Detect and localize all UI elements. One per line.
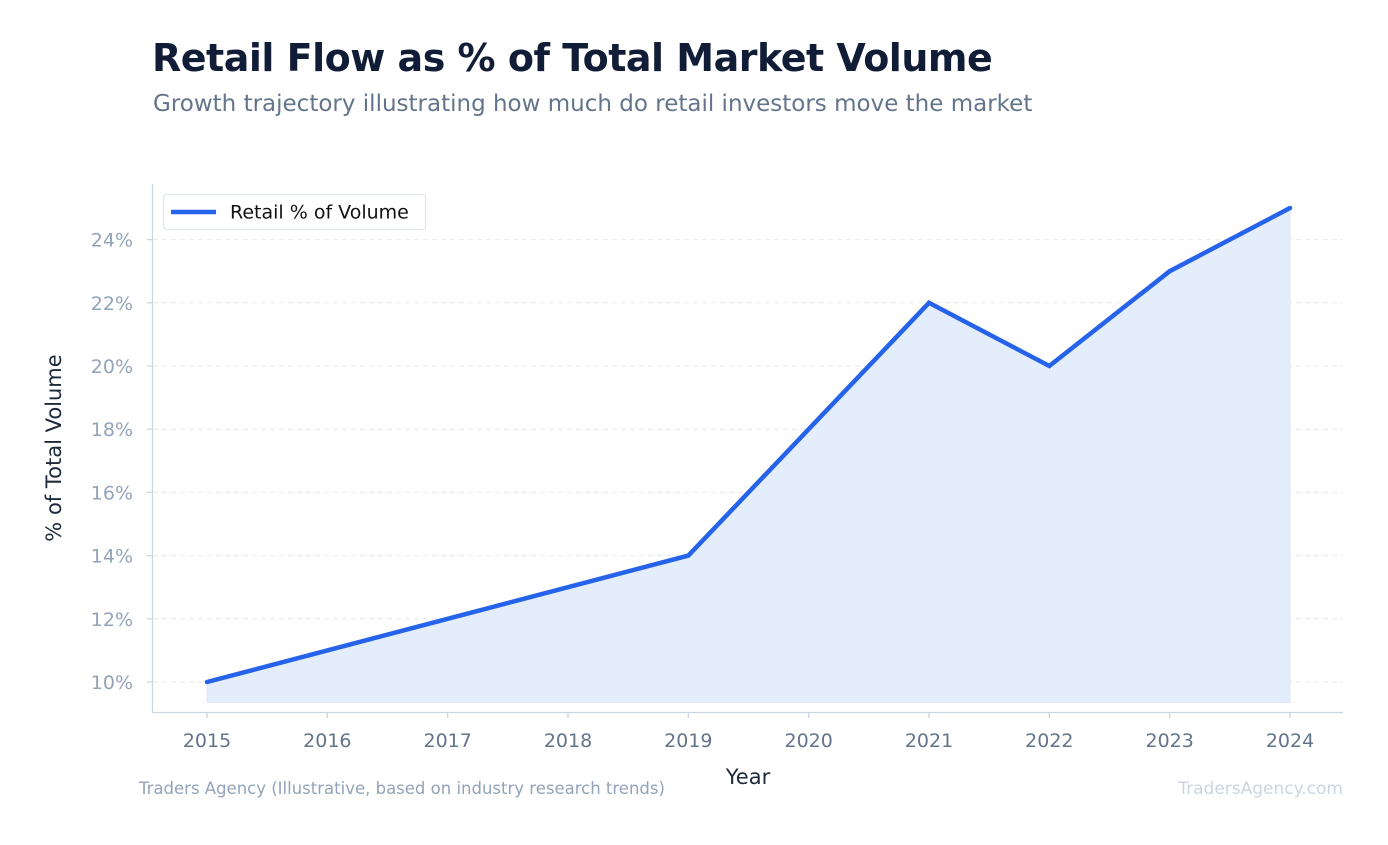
x-tick-label: 2016 — [303, 730, 351, 752]
x-tick-label: 2022 — [1025, 730, 1073, 752]
y-tick-label: 18% — [91, 419, 133, 441]
axes — [151, 184, 1343, 714]
y-tick-label: 14% — [91, 546, 133, 568]
y-tick-label: 10% — [91, 672, 133, 694]
y-tick-label: 16% — [91, 482, 133, 504]
x-tick-label: 2023 — [1145, 730, 1193, 752]
x-tick-label: 2024 — [1266, 730, 1314, 752]
x-tick-label: 2015 — [183, 730, 231, 752]
y-tick-label: 20% — [91, 356, 133, 378]
legend: Retail % of Volume — [162, 193, 427, 231]
series-area-fill — [206, 207, 1291, 703]
x-tick-label: 2021 — [905, 730, 953, 752]
x-tick-label: 2019 — [664, 730, 712, 752]
y-axis-title: % of Total Volume — [42, 354, 66, 541]
source-note: Traders Agency (Illustrative, based on i… — [139, 779, 665, 798]
x-tick-label: 2017 — [423, 730, 471, 752]
x-axis-ticks: 2015 2016 2017 2018 2019 2020 2021 2022 2023 2024 — [183, 712, 1314, 752]
legend-box — [162, 193, 427, 231]
x-tick-label: 2018 — [544, 730, 592, 752]
y-tick-label: 22% — [91, 293, 133, 315]
watermark: TradersAgency.com — [1178, 779, 1343, 799]
x-axis-title: Year — [725, 765, 771, 789]
legend-label: Retail % of Volume — [230, 202, 409, 224]
y-tick-label: 12% — [91, 609, 133, 631]
chart-subtitle: Growth trajectory illustrating how much … — [153, 91, 1033, 117]
series-line — [204, 205, 1293, 685]
y-tick-label: 24% — [91, 230, 133, 252]
chart-title: Retail Flow as % of Total Market Volume — [152, 36, 993, 80]
y-axis-ticks: 10% 12% 14% 16% 18% 20% 22% 24% — [91, 230, 153, 694]
x-tick-label: 2020 — [784, 730, 832, 752]
